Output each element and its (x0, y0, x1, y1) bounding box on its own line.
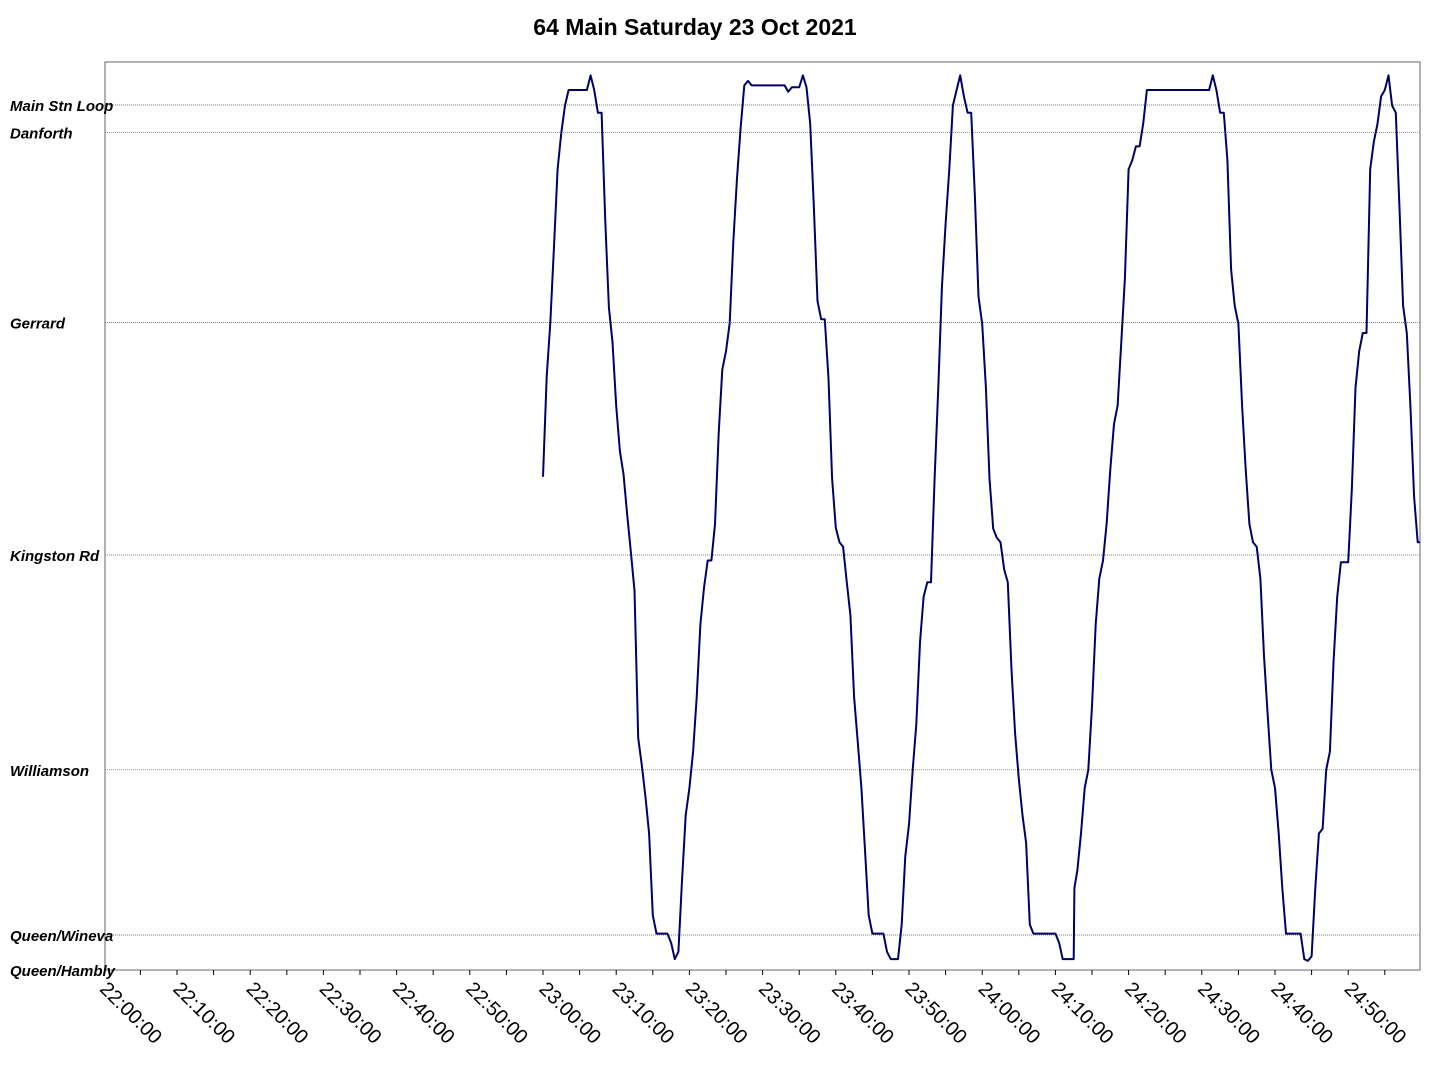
x-tick-label: 23:40:00 (827, 978, 898, 1049)
grid-lines (105, 104, 1420, 936)
stop-label: Danforth (10, 125, 73, 142)
series-line-0 (542, 74, 1420, 962)
stop-label: Williamson (10, 763, 89, 780)
x-tick-label: 22:10:00 (168, 978, 239, 1049)
chart-title: 64 Main Saturday 23 Oct 2021 (533, 14, 857, 40)
x-tick-label: 24:10:00 (1047, 978, 1118, 1049)
x-tick-label: 22:30:00 (315, 978, 386, 1049)
plot-area-frame (104, 61, 1421, 971)
x-tick-label: 23:10:00 (608, 978, 679, 1049)
x-axis-ticks (139, 970, 1386, 975)
stop-label: Gerrard (10, 316, 66, 333)
x-tick-label: 23:00:00 (534, 978, 605, 1049)
stop-label: Queen/Wineva (10, 928, 113, 945)
x-tick-label: 24:40:00 (1266, 978, 1337, 1049)
stop-label: Queen/Hambly (10, 963, 116, 980)
x-tick-label: 23:50:00 (900, 978, 971, 1049)
x-tick-label: 24:20:00 (1120, 978, 1191, 1049)
x-axis-tick-labels: 22:00:00 22:10:00 22:20:00 22:30:00 22:40:00… (95, 978, 1410, 1049)
stop-label: Kingston Rd (10, 548, 100, 565)
x-tick-label: 24:50:00 (1340, 978, 1411, 1049)
x-tick-label: 23:30:00 (754, 978, 825, 1049)
x-tick-label: 24:30:00 (1193, 978, 1264, 1049)
y-axis-stop-labels: Main Stn Loop Danforth Gerrard Kingston Rd W… (10, 98, 116, 980)
x-tick-label: 22:20:00 (242, 978, 313, 1049)
x-tick-label: 22:50:00 (461, 978, 532, 1049)
x-tick-label: 22:40:00 (388, 978, 459, 1049)
series-layer (542, 74, 1420, 962)
x-tick-label: 23:20:00 (681, 978, 752, 1049)
stop-label: Main Stn Loop (10, 98, 113, 115)
x-tick-label: 22:00:00 (95, 978, 166, 1049)
x-tick-label: 24:00:00 (974, 978, 1045, 1049)
